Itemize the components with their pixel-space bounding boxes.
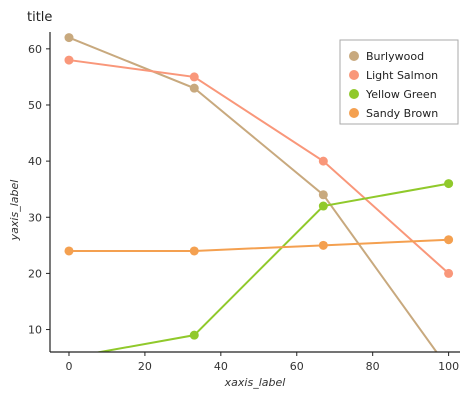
y-tick-label: 10: [28, 324, 42, 337]
data-point-light-salmon: [318, 156, 328, 166]
legend-marker-burlywood: [349, 51, 359, 61]
legend: Burlywood Light Salmon Yellow Green Sandy B…: [339, 39, 459, 125]
series-line-light-salmon: [68, 59, 450, 275]
data-point-light-salmon: [189, 72, 199, 82]
data-point-yellow-green: [318, 201, 328, 211]
x-tick-label: 80: [366, 360, 380, 373]
x-tick-label: 60: [290, 360, 304, 373]
y-tick-label: 60: [28, 43, 42, 56]
y-tick-label: 50: [28, 99, 42, 112]
y-tick-label: 30: [28, 211, 42, 224]
series-line-yellow-green: [94, 182, 449, 352]
legend-label-sandy-brown: Sandy Brown: [366, 107, 438, 120]
x-axis-label: xaxis_label: [224, 376, 286, 389]
legend-label-burlywood: Burlywood: [366, 50, 424, 63]
plot-area: [64, 33, 454, 352]
legend-box: [339, 39, 459, 125]
data-point-sandy-brown: [444, 235, 454, 245]
data-point-burlywood: [318, 190, 328, 200]
data-point-yellow-green: [444, 179, 454, 189]
legend-label-light-salmon: Light Salmon: [366, 69, 438, 82]
legend-label-yellow-green: Yellow Green: [365, 88, 437, 101]
data-point-burlywood: [189, 83, 199, 93]
series-line-sandy-brown: [68, 238, 449, 252]
y-tick-label: 40: [28, 155, 42, 168]
series-line-burlywood: [68, 36, 438, 352]
x-tick-label: 40: [214, 360, 228, 373]
data-point-yellow-green: [189, 330, 199, 340]
data-point-sandy-brown: [64, 246, 74, 256]
y-tick-label: 20: [28, 267, 42, 280]
data-point-sandy-brown: [189, 246, 199, 256]
x-tick-label: 0: [65, 360, 72, 373]
legend-marker-sandy-brown: [349, 108, 359, 118]
data-point-burlywood: [64, 33, 74, 43]
x-tick-label: 20: [138, 360, 152, 373]
chart-title: title: [27, 10, 52, 25]
data-point-light-salmon: [64, 55, 74, 65]
y-axis-label: yaxis_label: [8, 180, 21, 242]
data-point-light-salmon: [444, 268, 454, 278]
data-point-sandy-brown: [318, 240, 328, 250]
y-axis: 10 20 30 40 50 60: [28, 32, 51, 352]
x-tick-label: 100: [438, 360, 459, 373]
x-axis: 0 20 40 60 80 100: [50, 351, 460, 373]
legend-marker-light-salmon: [349, 70, 359, 80]
legend-marker-yellow-green: [349, 89, 359, 99]
